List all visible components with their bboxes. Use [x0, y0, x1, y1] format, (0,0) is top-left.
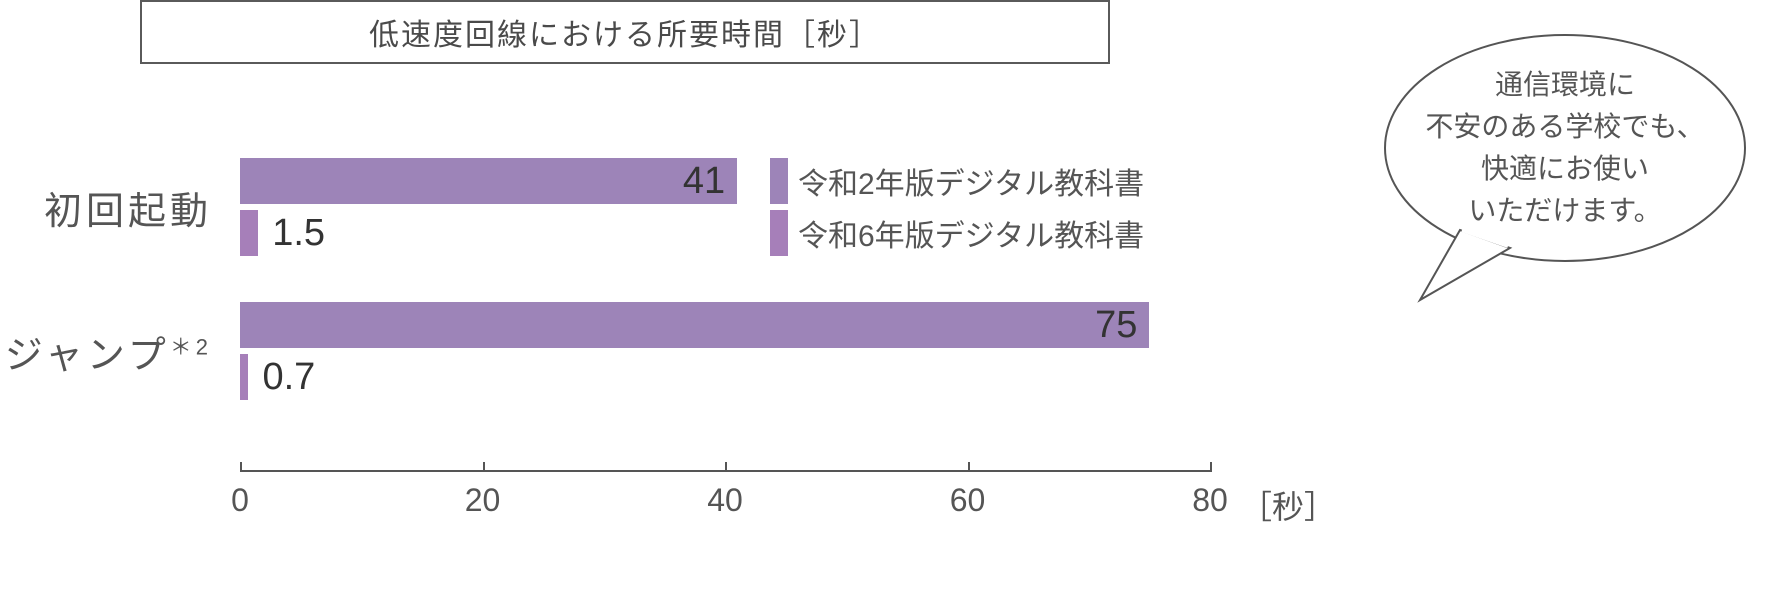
x-tick [1210, 462, 1212, 472]
y-label-1: ジャンプ＊2 [0, 324, 240, 379]
bar: 75 [240, 302, 1149, 348]
legend-label: 令和2年版デジタル教科書 [798, 159, 1144, 203]
y-label-0: 初回起動 [0, 180, 240, 235]
x-tick-label: 40 [707, 482, 743, 519]
legend-label: 令和6年版デジタル教科書 [798, 211, 1144, 255]
bar: 0.7 [240, 354, 248, 400]
x-axis-unit: ［秒］ [1240, 482, 1336, 528]
bar-group-1: ジャンプ＊2 75 0.7 [0, 299, 1250, 403]
x-tick-label: 80 [1192, 482, 1228, 519]
legend-item-1: 令和6年版デジタル教科書 [770, 207, 1144, 259]
speech-bubble: 通信環境に 不安のある学校でも、 快適にお使い いただけます。 [1380, 30, 1750, 310]
speech-bubble-text: 通信環境に 不安のある学校でも、 快適にお使い いただけます。 [1405, 64, 1725, 232]
x-tick [725, 462, 727, 472]
bars-1: 75 0.7 [240, 299, 1250, 403]
bar: 1.5 [240, 210, 258, 256]
x-tick [968, 462, 970, 472]
x-tick [240, 462, 242, 472]
legend-swatch [770, 158, 788, 204]
x-tick-label: 60 [950, 482, 986, 519]
bar: 41 [240, 158, 737, 204]
bubble-line: 通信環境に [1495, 69, 1635, 100]
bubble-line: 不安のある学校でも、 [1425, 111, 1704, 142]
bar-row-1-0: 75 [240, 299, 1250, 351]
bar-value: 1.5 [272, 212, 325, 255]
legend: 令和2年版デジタル教科書 令和6年版デジタル教科書 [770, 155, 1144, 259]
x-axis: 020406080［秒］ [240, 470, 1210, 472]
bar-value: 0.7 [262, 356, 315, 399]
legend-swatch [770, 210, 788, 256]
x-tick-label: 0 [231, 482, 249, 519]
y-label-main: ジャンプ [5, 335, 170, 377]
bubble-line: いただけます。 [1468, 195, 1661, 226]
legend-item-0: 令和2年版デジタル教科書 [770, 155, 1144, 207]
bar-value: 41 [683, 160, 725, 203]
chart-title: 低速度回線における所要時間［秒］ [140, 0, 1110, 64]
bar-value: 75 [1095, 304, 1137, 347]
y-label-sup: ＊2 [170, 334, 212, 359]
x-tick [483, 462, 485, 472]
bubble-line: 快適にお使い [1481, 153, 1649, 184]
bar-row-1-1: 0.7 [240, 351, 1250, 403]
x-tick-label: 20 [465, 482, 501, 519]
